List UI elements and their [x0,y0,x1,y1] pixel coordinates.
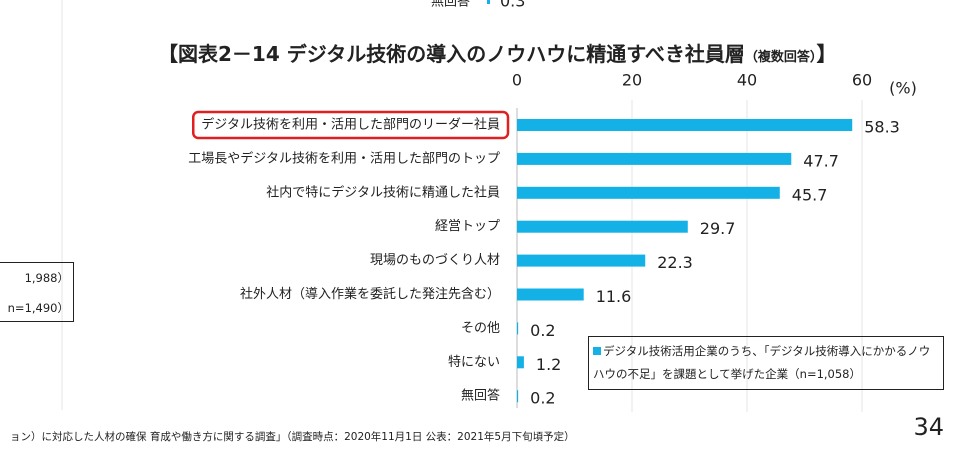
y-tick-label: 経営トップ [435,219,500,234]
bar [517,186,780,199]
x-tick-label: 40 [737,71,757,90]
value-label: 29.7 [700,219,736,238]
left-box-line: 1,988） [24,271,69,285]
bar [517,390,519,403]
value-label: 11.6 [596,287,632,306]
value-label: 1.2 [536,355,561,374]
bar [517,356,524,369]
source: ョン）に対応した人材の確保 育成や働き方に関する調査」（調査時点：2020年11… [10,430,575,443]
bar [517,322,519,335]
highlight-box [192,110,510,140]
page-number: 34 [913,413,944,441]
legend-swatch [593,347,601,355]
top-fragment-label: 無回答 [431,0,470,10]
top-fragment-bar [487,0,490,4]
left-box: 1,988） n=1,490） [0,262,74,322]
y-tick-label: 特にない [448,355,500,370]
y-tick-label: 工場長やデジタル技術を利用・活用した部門のトップ [188,150,500,166]
value-label: 58.3 [864,118,900,137]
x-tick-label: 20 [622,71,642,90]
left-box-line: n=1,490） [7,301,69,315]
value-label: 47.7 [803,151,839,170]
value-label: 0.2 [530,321,555,340]
bar [517,119,853,131]
top-fragment-value: 0.3 [500,0,525,11]
y-tick-label: 社内で特にデジタル技術に精通した社員 [266,184,500,200]
bar [517,220,688,233]
value-label: 45.7 [792,185,828,204]
y-tick-label: デジタル技術を利用・活用した部門のリーダー社員 [201,117,500,133]
title-note: （複数回答） [745,49,817,65]
y-tick-label: 無回答 [461,388,500,404]
value-label: 0.2 [530,389,555,408]
title-main: 【図表2－14 デジタル技術の導入のノウハウに精通すべき社員層 [158,42,745,66]
bar [517,152,792,165]
title-close: 】 [816,42,836,66]
bar [517,254,646,267]
y-tick-label: 社外人材（導入作業を委託した発注先含む） [240,286,500,302]
x-tick-label: 60 [852,71,872,90]
value-label: 22.3 [657,253,693,272]
legend: デジタル技術活用企業のうち、「デジタル技術導入にかかるノウハウの不足」を課題とし… [588,336,944,390]
chart-title: 【図表2－14 デジタル技術の導入のノウハウに精通すべき社員層（複数回答）】 [158,42,836,66]
legend-label: デジタル技術活用企業のうち、「デジタル技術導入にかかるノウハウの不足」を課題とし… [593,344,931,381]
x-tick-label: 0 [512,71,522,90]
y-tick-label: その他 [461,321,500,336]
bar [517,288,584,301]
unit-label: (%) [889,79,917,98]
y-tick-label: 現場のものづくり人材 [370,253,500,268]
